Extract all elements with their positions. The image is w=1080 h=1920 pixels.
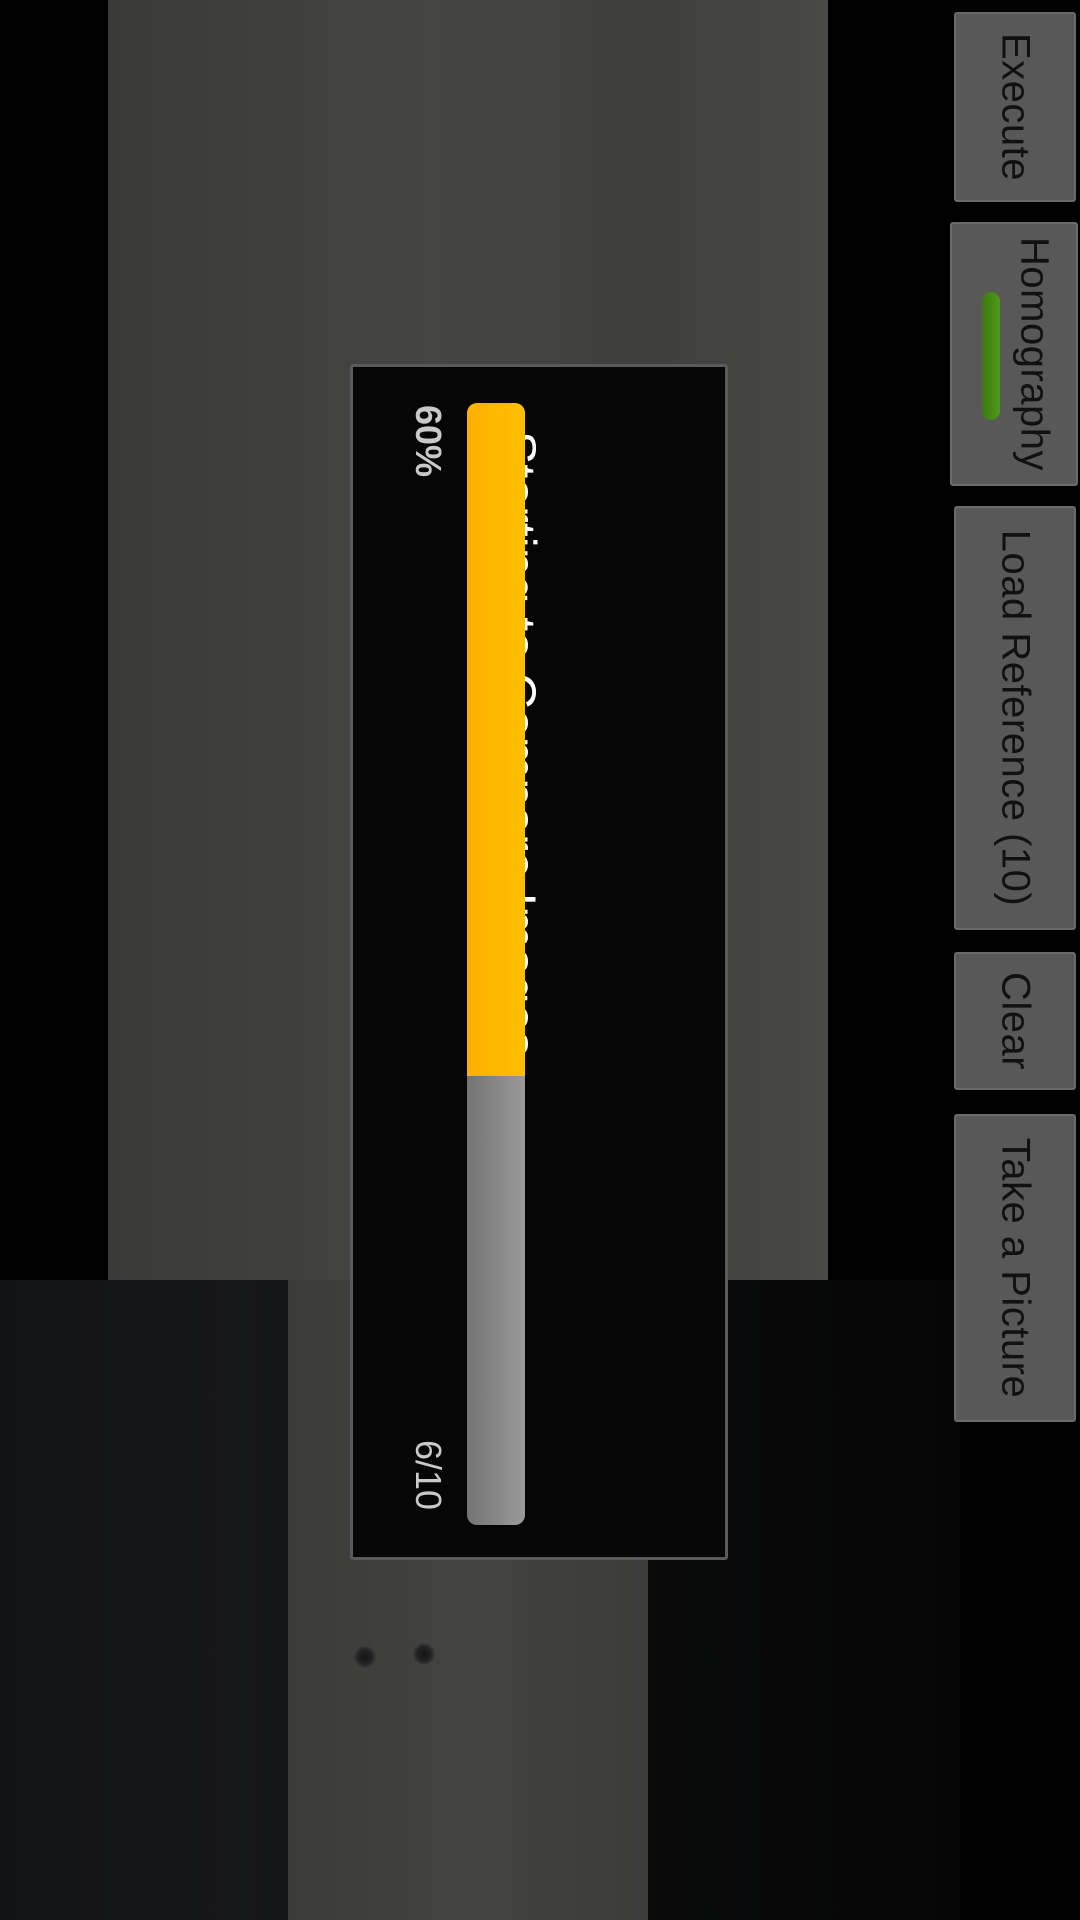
progress-bar-fill — [467, 403, 525, 1077]
clear-button-label: Clear — [993, 971, 1038, 1071]
load-reference-button-label: Load Reference (10) — [993, 529, 1038, 907]
toggle-indicator — [982, 292, 1000, 420]
take-picture-button-label: Take a Picture — [993, 1137, 1038, 1399]
progress-bar-track — [467, 403, 525, 1525]
progress-count-label: 6/10 — [408, 1440, 449, 1511]
progress-dialog: Starting to Compare Images 60% 6/10 — [350, 364, 728, 1560]
preview-dot — [354, 1646, 376, 1668]
homography-toggle-button[interactable]: Homography — [950, 222, 1078, 486]
execute-button[interactable]: Execute — [954, 12, 1076, 202]
clear-button[interactable]: Clear — [954, 952, 1076, 1090]
load-reference-button[interactable]: Load Reference (10) — [954, 506, 1076, 930]
preview-dot — [413, 1643, 435, 1665]
progress-percent-label: 60% — [408, 405, 449, 478]
homography-button-label: Homography — [1012, 236, 1057, 472]
take-picture-button[interactable]: Take a Picture — [954, 1114, 1076, 1422]
execute-button-label: Execute — [993, 32, 1038, 182]
